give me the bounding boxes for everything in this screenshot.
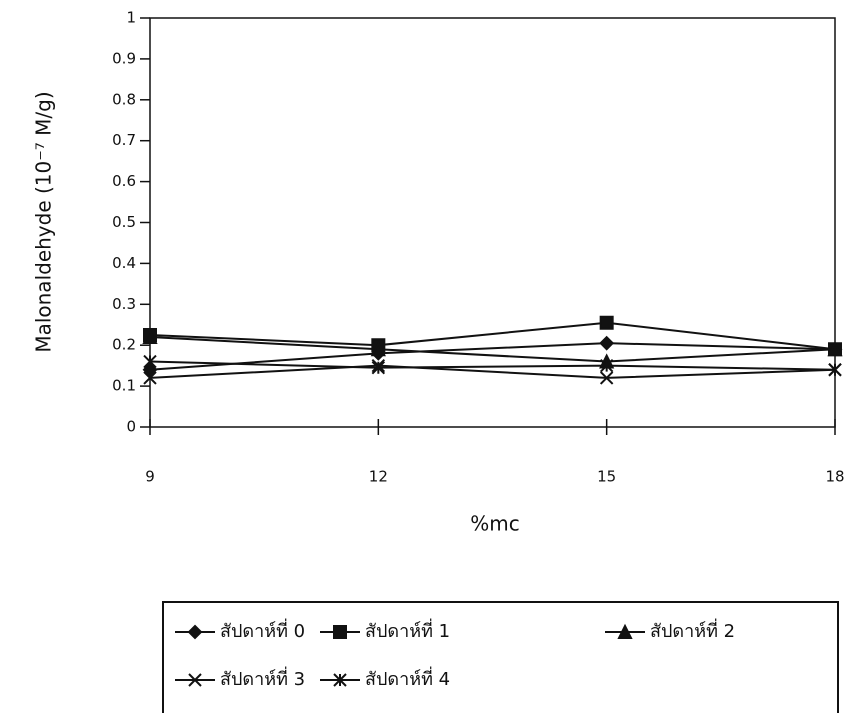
legend-marker [333, 625, 347, 639]
data-point [828, 363, 842, 377]
y-tick-label: 0.8 [112, 90, 136, 108]
y-tick-label: 0.2 [112, 336, 136, 354]
series-line [149, 321, 836, 351]
data-point [827, 341, 843, 357]
legend-box [162, 601, 839, 713]
x-tick-label: 15 [597, 468, 616, 486]
data-point [599, 315, 614, 330]
x-tick-label: 12 [369, 468, 388, 486]
series-line [149, 364, 836, 379]
x-tick-label: 18 [825, 468, 844, 486]
data-point [143, 371, 157, 385]
legend-marker [617, 623, 633, 639]
legend-label: สัปดาห์ที่ 4 [365, 666, 450, 690]
legend-marker [188, 673, 202, 687]
legend-label: สัปดาห์ที่ 2 [650, 618, 735, 642]
series-line [149, 342, 836, 371]
series-line [149, 336, 836, 363]
legend-label: สัปดาห์ที่ 3 [220, 666, 305, 690]
y-tick-label: 0.1 [112, 377, 136, 395]
legend-marker [333, 673, 347, 687]
y-tick-label: 0.3 [112, 295, 136, 313]
data-point [370, 341, 386, 357]
y-tick-label: 0.9 [112, 49, 136, 67]
legend-label: สัปดาห์ที่ 0 [220, 618, 305, 642]
data-point [599, 335, 615, 351]
y-tick-label: 1 [126, 9, 136, 27]
y-axis-label: Malonaldehyde (10⁻⁷ M/g) [32, 91, 56, 352]
data-point [142, 362, 158, 378]
y-tick-label: 0 [126, 418, 136, 436]
data-point [599, 358, 614, 373]
data-point [143, 354, 157, 369]
y-tick-label: 0.6 [112, 172, 136, 190]
x-tick-label: 9 [145, 468, 155, 486]
data-point [142, 328, 158, 345]
plot-frame [149, 17, 836, 428]
series-line [149, 360, 836, 371]
legend-label: สัปดาห์ที่ 1 [365, 618, 450, 642]
x-axis-label: %mc [470, 512, 519, 536]
y-tick-label: 0.4 [112, 254, 136, 272]
y-tick-label: 0.7 [112, 131, 136, 149]
y-tick-label: 0.5 [112, 213, 136, 231]
data-point [599, 371, 614, 385]
data-point [371, 360, 386, 375]
legend-marker [187, 624, 203, 640]
